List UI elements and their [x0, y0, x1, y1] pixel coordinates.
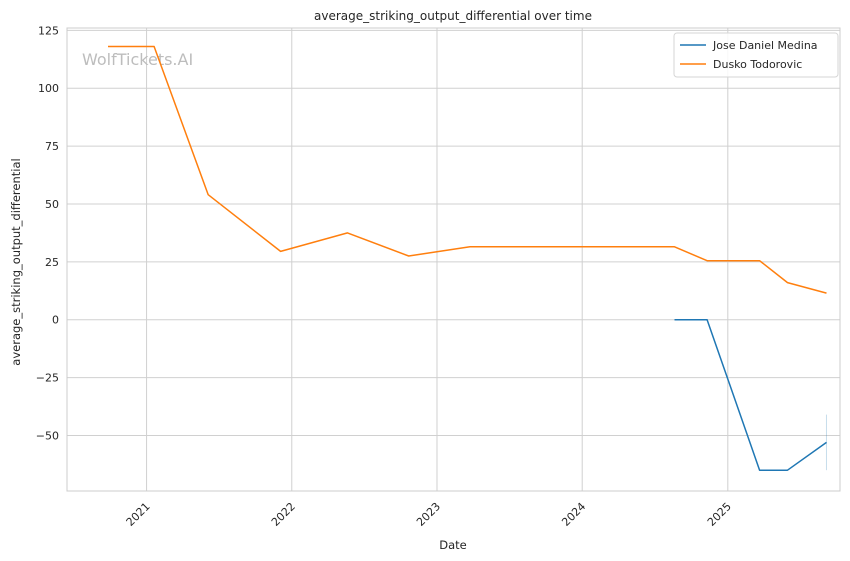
y-tick-label: 100 [38, 82, 59, 95]
y-tick-label: 125 [38, 24, 59, 37]
watermark: WolfTickets.AI [82, 50, 193, 69]
x-tick-label: 2022 [269, 500, 298, 529]
x-axis-title: Date [439, 538, 467, 552]
plot-frame [66, 27, 841, 492]
x-tick-label: 2023 [414, 500, 443, 529]
y-tick-label: 0 [52, 314, 59, 327]
series-line-dusko-todorovic [108, 45, 827, 294]
legend-label-dusko-todorovic: Dusko Todorovic [713, 58, 802, 71]
grid-layer [67, 28, 840, 491]
chart-title: average_striking_output_differential ove… [314, 9, 592, 23]
y-tick-label: 25 [45, 256, 59, 269]
y-tick-label: 50 [45, 198, 59, 211]
series-layer [108, 45, 827, 471]
y-axis-title: average_striking_output_differential [9, 158, 23, 365]
y-tick-labels: −50 −25 0 25 50 75 100 125 [36, 24, 59, 442]
series-line-jose-daniel-medina [674, 318, 827, 471]
x-tick-label: 2024 [559, 500, 588, 529]
y-tick-label: −50 [36, 429, 59, 442]
legend-label-jose-daniel-medina: Jose Daniel Medina [712, 39, 818, 52]
y-tick-label: −25 [36, 372, 59, 385]
x-tick-label: 2021 [124, 500, 153, 529]
legend: Jose Daniel Medina Dusko Todorovic [673, 32, 839, 78]
x-tick-label: 2025 [705, 500, 734, 529]
x-tick-labels: 2021 2022 2023 2024 2025 [124, 500, 734, 529]
y-tick-label: 75 [45, 140, 59, 153]
legend-box [673, 32, 839, 78]
